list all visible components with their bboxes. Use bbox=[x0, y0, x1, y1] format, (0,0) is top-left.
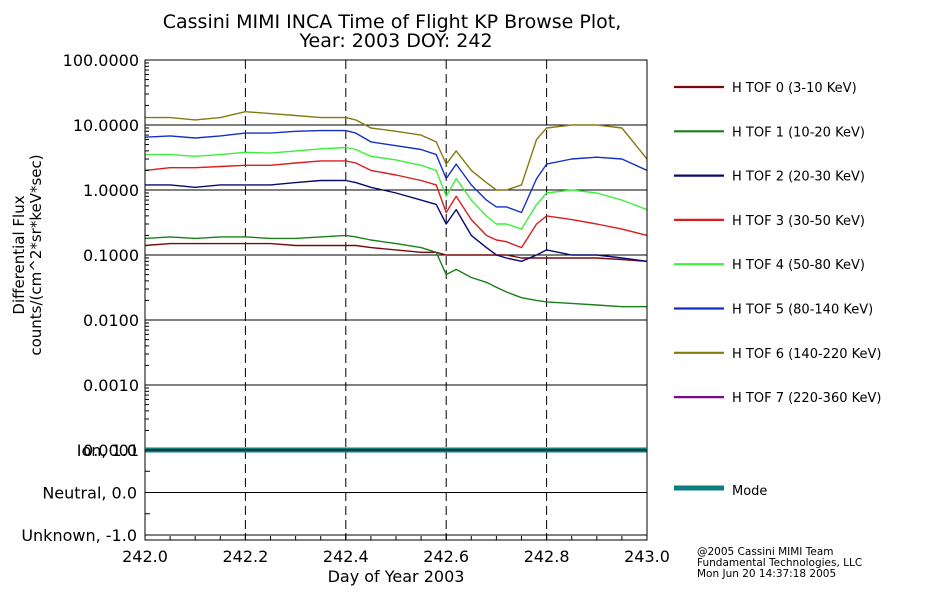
legend-label-h-tof-7: H TOF 7 (220-360 KeV) bbox=[732, 391, 881, 406]
flux-yticks: 0.0001 0.0010 0.0100 0.1000 1.0000 10.0000 100… bbox=[63, 51, 152, 460]
flux-series bbox=[144, 110, 648, 308]
legend-label-h-tof-3: H TOF 3 (30-50 KeV) bbox=[732, 214, 865, 229]
legend-label-h-tof-5: H TOF 5 (80-140 KeV) bbox=[732, 303, 873, 318]
flux-ytick-label: 1.0000 bbox=[83, 181, 139, 200]
x-tick-label: 243.0 bbox=[624, 547, 670, 566]
mode-ytick-label: Ion, 1.0 bbox=[77, 441, 137, 460]
mode-gridlines bbox=[145, 449, 647, 540]
legend-label-h-tof-0: H TOF 0 (3-10 KeV) bbox=[732, 81, 857, 96]
flux-ytick-label: 0.0010 bbox=[83, 376, 139, 395]
series-line-h-tof-4 bbox=[145, 146, 648, 230]
series-line-h-tof-2 bbox=[145, 179, 648, 262]
mode-ytick-label: Neutral, 0.0 bbox=[42, 484, 137, 503]
x-axis-label: Day of Year 2003 bbox=[328, 567, 465, 586]
x-tick-label: 242.4 bbox=[323, 547, 369, 566]
x-tick-label: 242.8 bbox=[524, 547, 570, 566]
chart-subtitle: Year: 2003 DOY: 242 bbox=[298, 30, 492, 52]
flux-ytick-label: 0.0001 bbox=[83, 441, 139, 460]
x-axis-ticks: 242.0 242.2 242.4 242.6 242.8 243.0 bbox=[122, 533, 670, 566]
series-line-h-tof-3 bbox=[144, 160, 648, 249]
flux-ytick-label: 0.0100 bbox=[83, 311, 139, 330]
flux-ytick-label: 0.1000 bbox=[83, 246, 139, 265]
legend-label-h-tof-1: H TOF 1 (10-20 KeV) bbox=[732, 125, 865, 140]
mode-ytick-label: Unknown, -1.0 bbox=[21, 526, 137, 545]
y-axis-label-line2: counts/(cm^2*sr*keV*sec) bbox=[27, 154, 45, 355]
series-line-h-tof-5 bbox=[144, 129, 648, 214]
flux-ytick-label: 10.0000 bbox=[73, 116, 139, 135]
y-axis-label-line1: Differential Flux bbox=[10, 195, 28, 314]
legend-label-h-tof-6: H TOF 6 (140-220 KeV) bbox=[732, 347, 881, 362]
x-tick-label: 242.0 bbox=[122, 547, 168, 566]
chart-title: Cassini MIMI INCA Time of Flight KP Brow… bbox=[163, 11, 622, 33]
mode-plot-frame bbox=[144, 449, 648, 541]
credit-line-1: @2005 Cassini MIMI Team bbox=[697, 546, 834, 558]
legend-label-mode: Mode bbox=[732, 484, 767, 499]
credit-line-2: Fundamental Technologies, LLC bbox=[697, 557, 862, 569]
legend-label-h-tof-2: H TOF 2 (20-30 KeV) bbox=[732, 170, 865, 185]
legend: H TOF 0 (3-10 KeV) H TOF 1 (10-20 KeV) H T… bbox=[674, 81, 881, 499]
x-tick-label: 242.6 bbox=[423, 547, 469, 566]
credit-line-3: Mon Jun 20 14:37:18 2005 bbox=[697, 568, 836, 580]
legend-label-h-tof-4: H TOF 4 (50-80 KeV) bbox=[732, 258, 865, 273]
x-tick-label: 242.2 bbox=[222, 547, 268, 566]
flux-ytick-label: 100.0000 bbox=[63, 51, 139, 70]
series-line-h-tof-6 bbox=[145, 110, 648, 191]
series-line-h-tof-1 bbox=[144, 234, 647, 308]
flux-panel: 0.0001 0.0010 0.0100 0.1000 1.0000 10.0000 100… bbox=[63, 51, 648, 460]
series-line-h-tof-0 bbox=[144, 242, 648, 262]
mode-yticks: Ion, 1.0 Neutral, 0.0 Unknown, -1.0 bbox=[21, 441, 150, 545]
